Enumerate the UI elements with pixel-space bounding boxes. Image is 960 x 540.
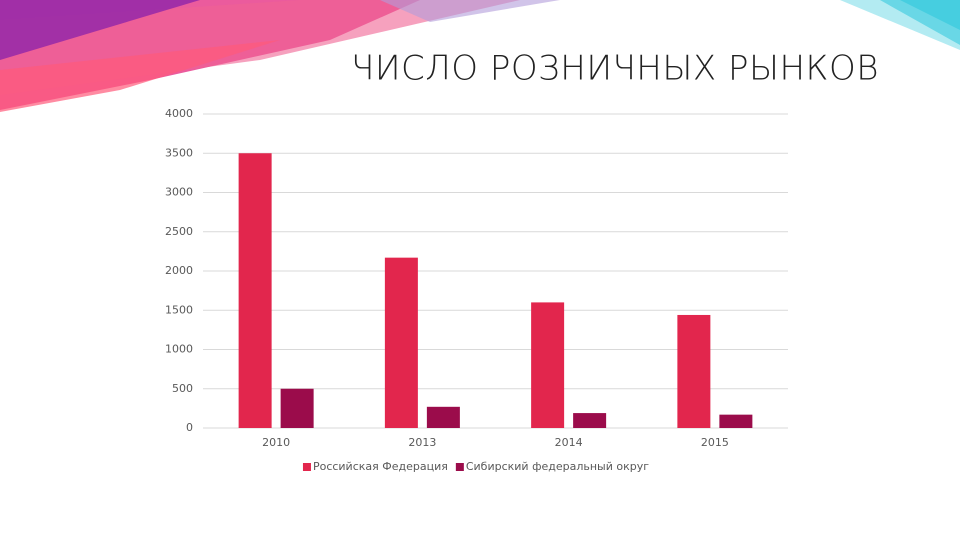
y-tick-label: 2500	[165, 225, 193, 238]
legend-swatch	[455, 463, 464, 471]
x-tick-label: 2014	[555, 436, 583, 449]
bar	[531, 302, 565, 428]
x-tick-label: 2013	[408, 436, 436, 449]
decoration	[0, 0, 960, 112]
y-tick-label: 3000	[165, 186, 193, 199]
bar	[426, 406, 460, 428]
legend-swatch	[302, 463, 311, 471]
x-tick-label: 2010	[262, 436, 290, 449]
y-tick-label: 1500	[165, 303, 193, 316]
y-tick-label: 0	[186, 421, 193, 434]
chart-title: ЧИСЛО РОЗНИЧНЫХ РЫНКОВ	[351, 49, 879, 89]
x-tick-label: 2015	[701, 436, 729, 449]
bar	[719, 414, 753, 428]
legend-label: Российская Федерация	[313, 460, 448, 473]
bar	[384, 257, 418, 428]
y-tick-label: 1000	[165, 343, 193, 356]
y-tick-label: 2000	[165, 264, 193, 277]
y-tick-label: 500	[172, 382, 193, 395]
y-tick-label: 3500	[165, 146, 193, 159]
bar	[573, 413, 607, 428]
y-tick-label: 4000	[165, 107, 193, 120]
legend-label: Сибирский федеральный округ	[466, 460, 649, 473]
bar	[280, 388, 314, 428]
bar	[677, 314, 711, 428]
bar	[238, 153, 272, 428]
